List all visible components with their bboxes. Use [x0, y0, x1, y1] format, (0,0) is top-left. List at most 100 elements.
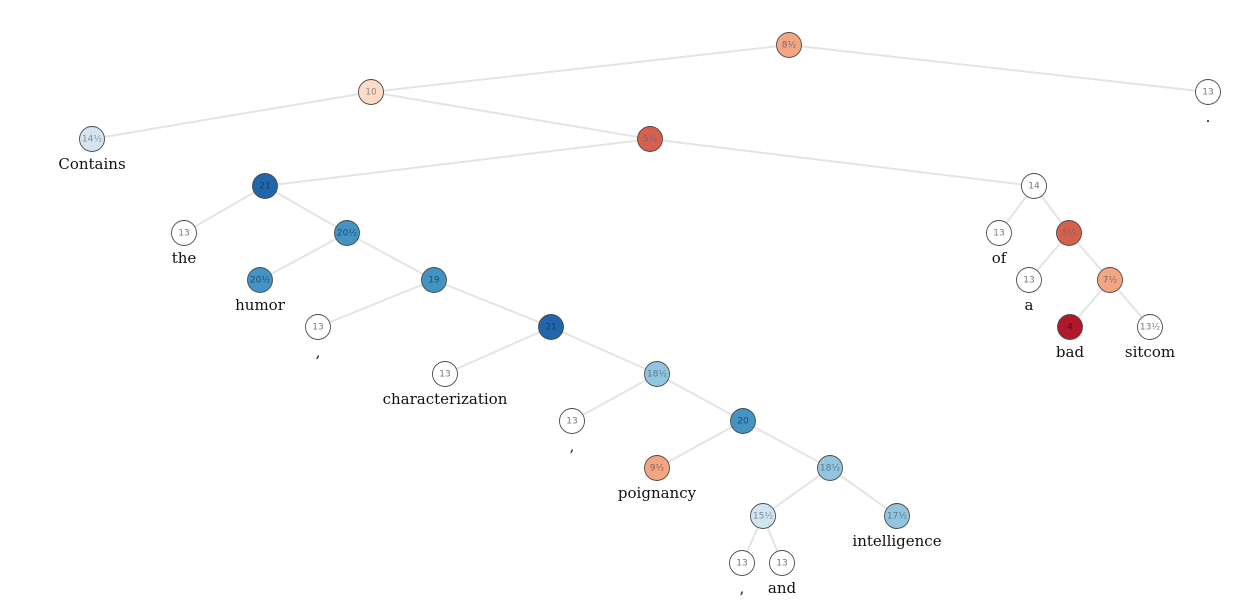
tree-node-char[interactable]: 13 — [432, 361, 458, 387]
node-score-label: 13 — [566, 417, 577, 427]
tree-node-bad[interactable]: 4 — [1057, 314, 1083, 340]
node-score-label: 14½ — [82, 135, 102, 145]
tree-edge-n-rest1-to-n-comma1 — [317, 279, 435, 328]
tree-node-intelligence[interactable]: 17½ — [884, 503, 910, 529]
node-circle[interactable] — [986, 220, 1012, 246]
tree-node-comma2[interactable]: 13 — [559, 408, 585, 434]
node-score-label: 5½ — [1062, 229, 1077, 239]
node-circle[interactable] — [432, 361, 458, 387]
tree-node-left[interactable]: 10 — [358, 79, 384, 105]
node-circle[interactable] — [538, 314, 564, 340]
node-circle[interactable] — [884, 503, 910, 529]
node-circle[interactable] — [1021, 173, 1047, 199]
tree-edge-n-humorlist-to-n-humor — [259, 232, 348, 281]
node-circle[interactable] — [171, 220, 197, 246]
tree-node-rest2[interactable]: 21 — [538, 314, 564, 340]
node-circle[interactable] — [358, 79, 384, 105]
tree-node-mid[interactable]: 5½ — [637, 126, 663, 152]
node-circle[interactable] — [1195, 79, 1221, 105]
tree-edge-n-rest5-to-n-intelligence — [829, 467, 898, 517]
node-score-label: 20½ — [250, 276, 270, 286]
node-circle[interactable] — [776, 32, 802, 58]
node-circle[interactable] — [1057, 314, 1083, 340]
node-score-label: 13 — [312, 323, 323, 333]
node-score-label: 14 — [1028, 182, 1040, 192]
node-circle[interactable] — [1056, 220, 1082, 246]
word-label-bad: bad — [1056, 343, 1085, 361]
tree-node-rest1[interactable]: 19 — [421, 267, 447, 293]
node-score-label: 13 — [439, 370, 450, 380]
tree-node-of[interactable]: 13 — [986, 220, 1012, 246]
tree-nodes: 8½ 10 13 14½ 5½ 21 14 13 20½ 20½ 19 13 21 13 18½ 13 20 9½… — [79, 32, 1221, 576]
tree-edge-n-left-to-n-contains — [91, 91, 372, 140]
node-score-label: 13½ — [1140, 323, 1160, 333]
tree-edge-n-mid-to-n-ofabad — [649, 138, 1035, 187]
node-circle[interactable] — [644, 361, 670, 387]
tree-edge-n-np-to-n-humorlist — [264, 185, 348, 234]
node-circle[interactable] — [1137, 314, 1163, 340]
node-score-label: 4 — [1067, 323, 1073, 333]
tree-node-and[interactable]: 13 — [769, 550, 795, 576]
tree-node-humorlist[interactable]: 20½ — [334, 220, 360, 246]
word-label-intelligence: intelligence — [852, 532, 941, 550]
node-score-label: 18½ — [820, 464, 840, 474]
node-score-label: 13 — [1023, 276, 1034, 286]
tree-node-commaand[interactable]: 15½ — [750, 503, 776, 529]
tree-node-np[interactable]: 21 — [252, 173, 278, 199]
tree-node-period[interactable]: 13 — [1195, 79, 1221, 105]
node-circle[interactable] — [1097, 267, 1123, 293]
tree-edge-n-mid-to-n-np — [264, 138, 651, 187]
node-score-label: 10 — [365, 88, 377, 98]
tree-edge-n-rest5-to-n-commaand — [762, 467, 831, 517]
node-circle[interactable] — [644, 455, 670, 481]
tree-node-badsitcom[interactable]: 7½ — [1097, 267, 1123, 293]
tree-node-poignancy[interactable]: 9½ — [644, 455, 670, 481]
node-circle[interactable] — [247, 267, 273, 293]
tree-node-a[interactable]: 13 — [1016, 267, 1042, 293]
node-circle[interactable] — [252, 173, 278, 199]
tree-node-rest5[interactable]: 18½ — [817, 455, 843, 481]
node-score-label: 20 — [737, 417, 749, 427]
tree-node-comma1[interactable]: 13 — [305, 314, 331, 340]
node-circle[interactable] — [729, 550, 755, 576]
node-score-label: 7½ — [1103, 276, 1118, 286]
node-score-label: 13 — [993, 229, 1004, 239]
tree-edge-n-np-to-n-the — [183, 185, 266, 234]
word-label-poignancy: poignancy — [618, 484, 697, 502]
node-circle[interactable] — [637, 126, 663, 152]
tree-node-contains[interactable]: 14½ — [79, 126, 105, 152]
node-score-label: 13 — [178, 229, 189, 239]
tree-node-the[interactable]: 13 — [171, 220, 197, 246]
tree-node-root[interactable]: 8½ — [776, 32, 802, 58]
tree-node-ofabad[interactable]: 14 — [1021, 173, 1047, 199]
tree-node-rest4[interactable]: 20 — [730, 408, 756, 434]
tree-node-abad[interactable]: 5½ — [1056, 220, 1082, 246]
node-circle[interactable] — [769, 550, 795, 576]
node-circle[interactable] — [750, 503, 776, 529]
node-circle[interactable] — [305, 314, 331, 340]
node-circle[interactable] — [559, 408, 585, 434]
tree-edge-n-rest2-to-n-char — [444, 326, 552, 375]
node-circle[interactable] — [79, 126, 105, 152]
tree-node-sitcom[interactable]: 13½ — [1137, 314, 1163, 340]
tree-node-rest3[interactable]: 18½ — [644, 361, 670, 387]
node-circle[interactable] — [334, 220, 360, 246]
word-label-sitcom: sitcom — [1125, 343, 1175, 361]
node-circle[interactable] — [730, 408, 756, 434]
node-score-label: 21 — [545, 323, 556, 333]
node-circle[interactable] — [1016, 267, 1042, 293]
word-label-the: the — [172, 249, 197, 267]
word-label-and: and — [768, 579, 797, 597]
tree-edge-n-left-to-n-mid — [370, 91, 651, 140]
node-score-label: 20½ — [337, 229, 357, 239]
tree-edge-n-root-to-n-left — [370, 44, 790, 93]
node-score-label: 5½ — [643, 135, 658, 145]
tree-node-comma3[interactable]: 13 — [729, 550, 755, 576]
tree-node-humor[interactable]: 20½ — [247, 267, 273, 293]
node-score-label: 21 — [259, 182, 270, 192]
tree-edge-n-humorlist-to-n-rest1 — [346, 232, 435, 281]
word-label-period: . — [1206, 108, 1211, 126]
node-circle[interactable] — [421, 267, 447, 293]
node-circle[interactable] — [817, 455, 843, 481]
tree-edge-n-rest3-to-n-comma2 — [571, 373, 658, 422]
